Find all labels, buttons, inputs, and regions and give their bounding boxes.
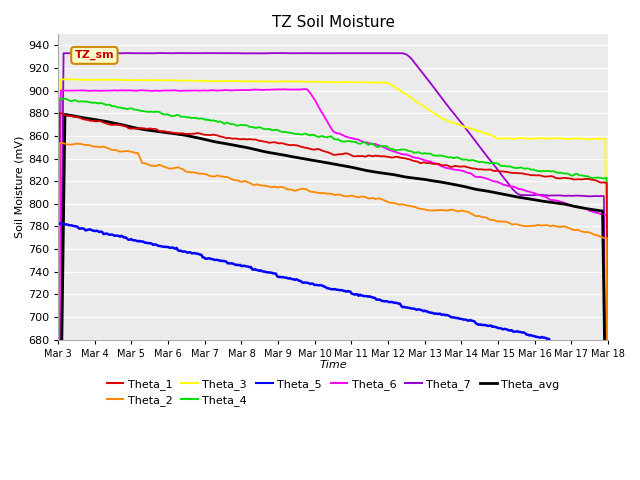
Theta_5 [234,262,241,267]
Theta_3 [273,79,281,84]
Theta_3 [122,77,129,83]
Theta_5 [454,315,461,321]
Theta_5 [54,220,62,226]
Theta_7 [273,50,281,56]
Theta_4 [54,432,62,438]
Theta_4 [122,106,129,111]
Line: Theta_3: Theta_3 [58,79,608,480]
Theta_7 [452,114,460,120]
Theta_1 [54,442,62,447]
Theta_6 [401,152,409,157]
Legend: Theta_1, Theta_2, Theta_3, Theta_4, Theta_5, Theta_6, Theta_7, Theta_avg: Theta_1, Theta_2, Theta_3, Theta_4, Thet… [102,374,564,411]
Theta_2 [235,178,243,183]
Theta_avg [122,123,129,129]
Theta_4 [235,122,243,128]
Line: Theta_6: Theta_6 [58,89,608,480]
Title: TZ Soil Moisture: TZ Soil Moisture [271,15,394,30]
Theta_1 [455,164,463,169]
Theta_7 [235,50,243,56]
Theta_4 [452,155,460,160]
X-axis label: Time: Time [319,360,347,370]
Theta_6 [234,87,241,93]
Theta_1 [122,124,129,130]
Line: Theta_7: Theta_7 [58,53,608,480]
Theta_6 [272,86,280,92]
Theta_2 [273,185,281,191]
Theta_7 [156,50,164,56]
Theta_6 [120,87,128,93]
Theta_1 [401,156,409,161]
Line: Theta_1: Theta_1 [58,113,608,480]
Theta_avg [452,182,460,188]
Theta_avg [455,182,463,188]
Theta_6 [301,86,308,92]
Theta_5 [451,315,459,321]
Theta_4 [56,96,63,101]
Theta_6 [604,436,612,442]
Theta_2 [122,148,129,154]
Theta_6 [455,167,463,173]
Y-axis label: Soil Moisture (mV): Soil Moisture (mV) [15,136,25,238]
Line: Theta_2: Theta_2 [58,143,608,480]
Theta_5 [120,235,128,240]
Theta_6 [452,167,460,173]
Theta_avg [273,151,281,157]
Theta_5 [400,304,408,310]
Theta_1 [235,136,243,142]
Theta_2 [54,462,62,468]
Theta_7 [455,118,463,123]
Theta_avg [401,174,409,180]
Theta_7 [120,50,128,56]
Theta_4 [401,147,409,153]
Theta_1 [452,163,460,169]
Theta_3 [65,76,73,82]
Theta_avg [61,111,68,117]
Theta_1 [56,110,63,116]
Theta_4 [273,127,281,133]
Theta_5 [604,350,612,356]
Theta_2 [452,208,460,214]
Theta_2 [58,140,66,146]
Theta_3 [235,78,243,84]
Line: Theta_5: Theta_5 [58,223,608,353]
Theta_7 [401,51,409,57]
Theta_3 [401,91,409,96]
Theta_5 [272,271,280,276]
Text: TZ_sm: TZ_sm [74,50,114,60]
Theta_4 [455,155,463,161]
Theta_2 [455,208,463,214]
Line: Theta_4: Theta_4 [58,98,608,480]
Theta_2 [401,202,409,208]
Theta_3 [455,122,463,128]
Theta_avg [235,143,243,149]
Theta_3 [452,120,460,126]
Line: Theta_avg: Theta_avg [58,114,608,480]
Theta_1 [273,140,281,146]
